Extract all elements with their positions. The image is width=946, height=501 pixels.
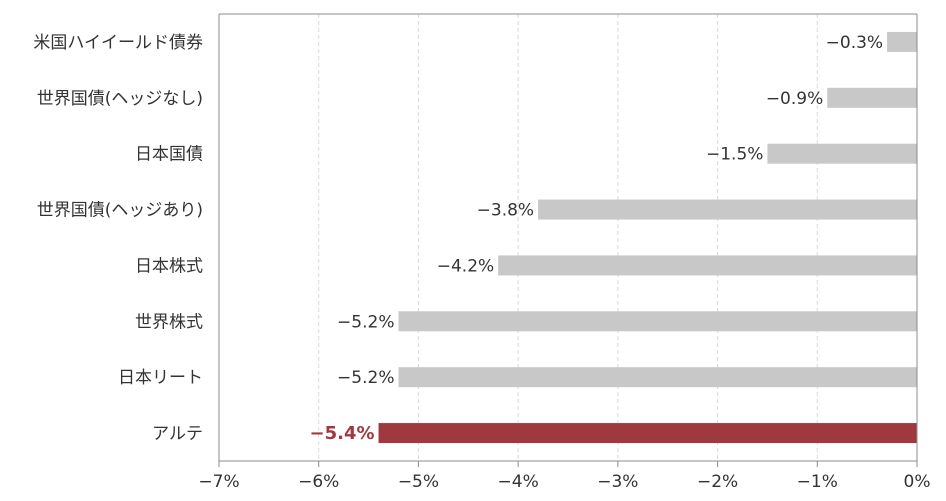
bar <box>398 311 917 332</box>
bar <box>538 199 917 220</box>
bar <box>827 87 917 108</box>
labels: −7% −6% −5% −4% −3% −2% −1% 0% 米国ハイイールド債券 −0.3% 世界… <box>33 33 930 492</box>
data-label: −5.2% <box>337 368 394 388</box>
data-label: −1.5% <box>706 145 763 165</box>
axes <box>218 13 918 467</box>
category-label: 世界国債(ヘッジなし) <box>37 89 203 109</box>
category-label: 世界国債(ヘッジあり) <box>37 201 203 221</box>
x-tick-label: −3% <box>597 472 638 492</box>
data-label: −5.4% <box>310 423 375 444</box>
data-label: −5.2% <box>337 312 394 332</box>
data-label: −4.2% <box>437 256 494 276</box>
data-label: −0.3% <box>826 33 883 53</box>
x-tick-label: −7% <box>198 472 239 492</box>
x-tick-label: −1% <box>797 472 838 492</box>
bar-highlight <box>378 423 917 444</box>
category-label: 日本株式 <box>135 256 203 276</box>
x-tick-label: −5% <box>398 472 439 492</box>
data-label: −0.9% <box>766 89 823 109</box>
category-label: 世界株式 <box>135 312 203 332</box>
data-label: −3.8% <box>477 201 534 221</box>
x-tick-label: −6% <box>298 472 339 492</box>
bars <box>378 31 917 444</box>
grid-lines <box>318 14 818 461</box>
bar <box>767 143 917 164</box>
bar <box>887 31 917 52</box>
category-label: アルテ <box>152 424 203 444</box>
category-label: 日本国債 <box>135 145 203 165</box>
category-label: 日本リート <box>118 368 203 388</box>
category-label: 米国ハイイールド債券 <box>33 33 203 53</box>
x-tick-label: −2% <box>697 472 738 492</box>
bar <box>498 255 917 276</box>
bar <box>398 367 917 388</box>
x-tick-label: −4% <box>498 472 539 492</box>
x-tick-label: 0% <box>904 472 931 492</box>
